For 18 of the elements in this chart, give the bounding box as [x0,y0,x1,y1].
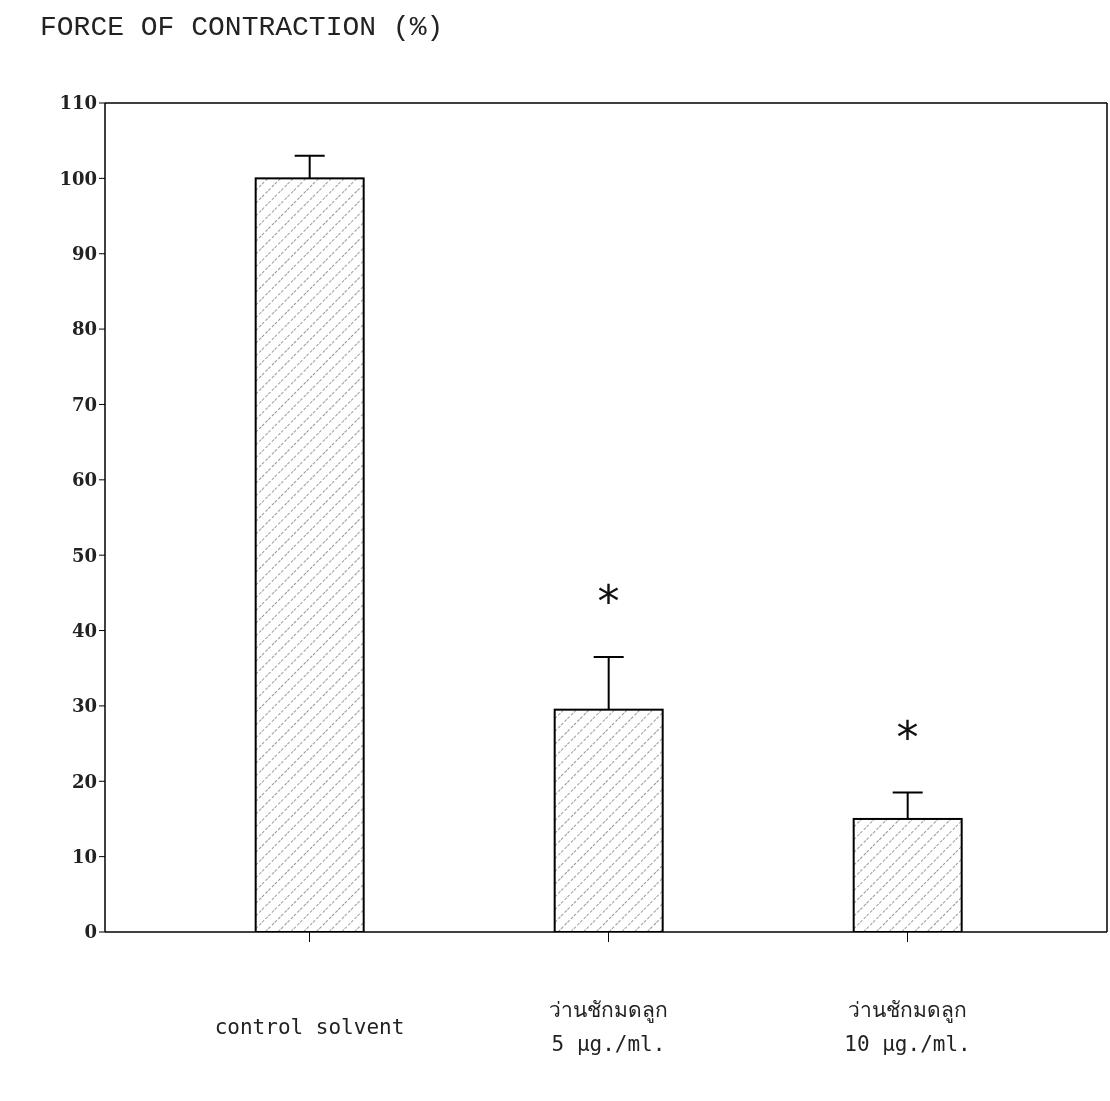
y-tick-label: 20 [71,770,97,792]
y-tick-label: 100 [59,167,97,189]
y-tick-label: 0 [84,921,97,943]
x-tick-label: control solvent [214,1015,405,1039]
x-tick-label: ว่านชักมดลูก 10 μg./ml. [844,998,971,1056]
y-tick-label: 90 [71,243,97,265]
annotation: * [896,711,919,763]
y-tick-label: 70 [71,393,97,415]
y-tick-label: 40 [71,619,97,641]
y-tick-label: 80 [71,318,97,340]
y-axis-title: FORCE OF CONTRACTION (%) [40,12,444,43]
x-tick-label: ว่านชักมดลูก 5 μg./ml. [549,998,668,1056]
y-tick-label: 110 [59,92,97,114]
y-tick-label: 60 [71,469,97,491]
y-tick-label: 50 [71,544,97,566]
y-tick-label: 30 [71,695,97,717]
annotation: * [597,575,620,627]
y-tick-label: 10 [71,846,97,868]
